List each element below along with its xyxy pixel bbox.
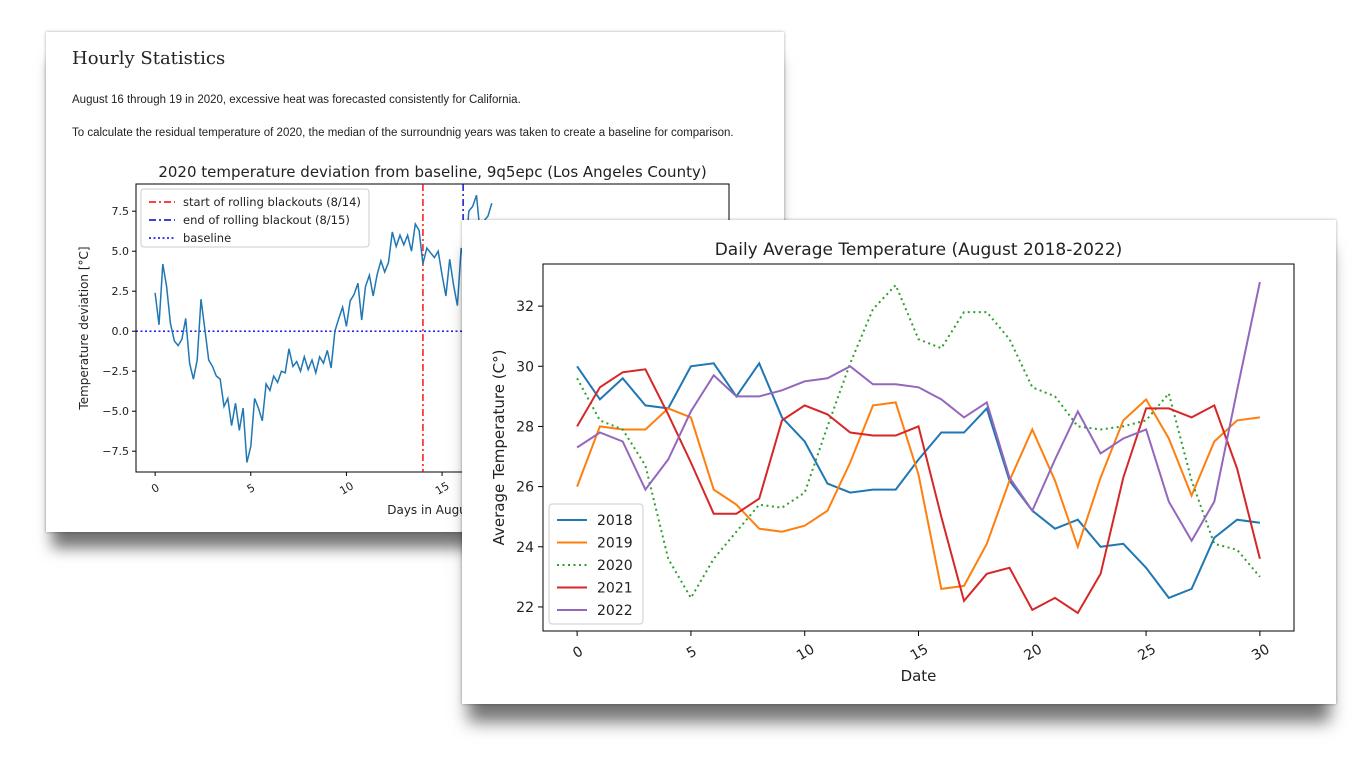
daily-temperature-chart: Daily Average Temperature (August 2018-2… bbox=[490, 240, 1295, 685]
legend-label: 2021 bbox=[597, 581, 633, 597]
chart-title: 2020 temperature deviation from baseline… bbox=[158, 163, 706, 181]
chart-title: Daily Average Temperature (August 2018-2… bbox=[715, 240, 1123, 260]
legend-label: 2018 bbox=[597, 513, 633, 529]
legend-label: 2019 bbox=[597, 536, 633, 552]
paragraph-heat-forecast: August 16 through 19 in 2020, excessive … bbox=[72, 94, 521, 106]
y-tick-label: 7.5 bbox=[112, 205, 130, 218]
legend-label: baseline bbox=[183, 231, 231, 245]
y-tick-label: −5.0 bbox=[102, 405, 129, 418]
daily-temperature-card: Daily Average Temperature (August 2018-2… bbox=[462, 220, 1336, 704]
series-line-2019 bbox=[576, 397, 1261, 591]
y-tick-label: 32 bbox=[516, 299, 534, 315]
plot-frame bbox=[542, 263, 1295, 632]
x-tick-label: 10 bbox=[794, 641, 817, 664]
y-tick-label: 22 bbox=[516, 600, 534, 616]
x-tick-label: 30 bbox=[1249, 641, 1272, 664]
series-line-2022 bbox=[576, 281, 1261, 543]
y-tick-label: 30 bbox=[516, 359, 534, 375]
y-tick-label: 26 bbox=[516, 480, 534, 496]
legend-box bbox=[548, 503, 644, 625]
x-tick-label: 25 bbox=[1135, 641, 1158, 664]
y-tick-label: 28 bbox=[516, 419, 534, 435]
page-title: Hourly Statistics bbox=[72, 48, 226, 69]
x-tick-label: 15 bbox=[433, 479, 452, 497]
x-tick-label: 5 bbox=[684, 644, 700, 662]
plot-area bbox=[576, 281, 1261, 615]
y-tick-label: 5.0 bbox=[112, 245, 130, 258]
x-tick-label: 0 bbox=[149, 481, 162, 496]
legend-box bbox=[140, 188, 370, 248]
y-tick-label: 0.0 bbox=[112, 325, 130, 338]
legend-label: 2020 bbox=[597, 558, 633, 574]
y-axis-label: Temperature deviation [°C] bbox=[77, 246, 91, 410]
y-tick-label: −7.5 bbox=[102, 445, 129, 458]
x-axis-label: Days in August bbox=[387, 503, 478, 517]
y-tick-label: −2.5 bbox=[102, 365, 129, 378]
x-tick-label: 15 bbox=[908, 641, 931, 664]
legend-label: 2022 bbox=[597, 603, 633, 619]
series-line-2020 bbox=[576, 283, 1261, 600]
deviation-series-line bbox=[154, 194, 493, 463]
y-tick-label: 24 bbox=[516, 540, 534, 556]
series-line-2021 bbox=[576, 368, 1261, 615]
legend-label: start of rolling blackouts (8/14) bbox=[183, 195, 361, 209]
series-line-2018 bbox=[576, 361, 1261, 600]
x-axis-label: Date bbox=[901, 667, 937, 685]
x-tick-label: 10 bbox=[337, 479, 356, 497]
y-tick-label: 2.5 bbox=[112, 285, 130, 298]
legend-label: end of rolling blackout (8/15) bbox=[183, 213, 350, 227]
y-axis-label: Average Temperature (C°) bbox=[490, 350, 508, 546]
paragraph-baseline-method: To calculate the residual temperature of… bbox=[72, 127, 734, 139]
x-tick-label: 0 bbox=[570, 644, 586, 662]
x-tick-label: 5 bbox=[245, 481, 258, 496]
x-tick-label: 20 bbox=[1022, 641, 1045, 664]
